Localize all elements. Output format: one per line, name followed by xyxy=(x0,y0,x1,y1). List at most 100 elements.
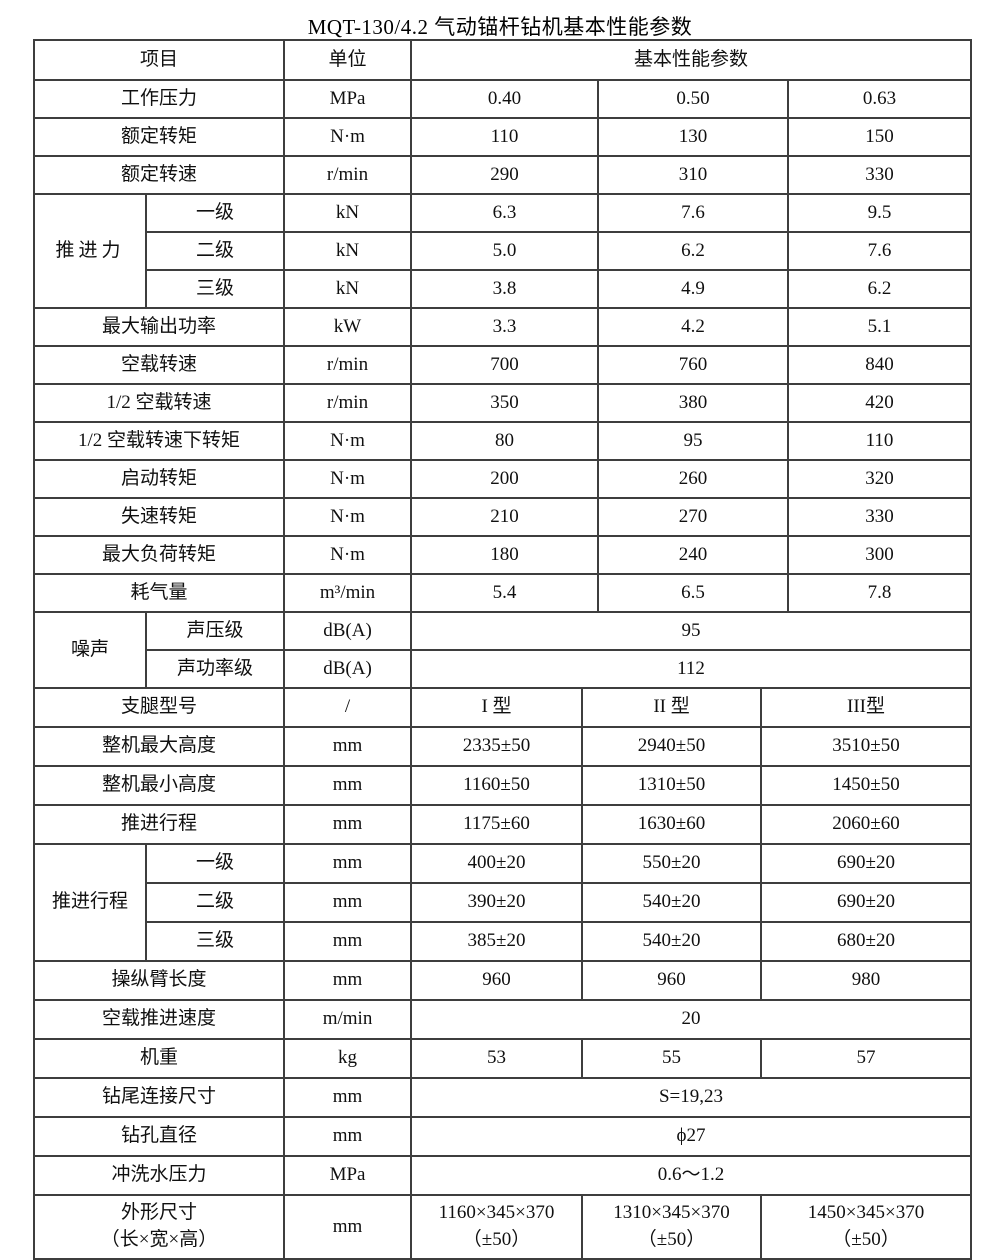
table-row: 工作压力 MPa 0.40 0.50 0.63 xyxy=(32,79,973,119)
value-cell: 310 xyxy=(597,155,790,195)
value-line2: （±50） xyxy=(637,1229,706,1250)
unit-text: dB(A) xyxy=(323,619,372,641)
unit-cell: m/min xyxy=(283,999,413,1040)
page-title: MQT-130/4.2 气动锚杆钻机基本性能参数 xyxy=(307,15,693,39)
sub-label: 声压级 xyxy=(144,611,286,651)
value-cell: 9.5 xyxy=(787,193,973,233)
value-cell: 110 xyxy=(410,117,600,157)
value-cell: 20 xyxy=(410,999,973,1040)
value-cell: 0.50 xyxy=(597,79,790,119)
row-label: 操纵臂长度 xyxy=(32,960,286,1001)
unit-cell: mm xyxy=(283,1194,413,1260)
value-cell: 1175±60 xyxy=(410,804,584,845)
table-row: 启动转矩 N·m 200 260 320 xyxy=(32,459,973,499)
value-cell: 1450×345×370 （±50） xyxy=(760,1194,973,1260)
row-label: 整机最大高度 xyxy=(32,726,286,767)
header-unit: 单位 xyxy=(283,39,413,81)
value-cell: 540±20 xyxy=(581,921,763,962)
row-label: 支腿型号 xyxy=(32,687,286,728)
value-cell: 7.8 xyxy=(787,573,973,613)
group-label: 噪声 xyxy=(33,611,147,689)
unit-cell: N·m xyxy=(283,421,413,461)
table-row: 1/2 空载转速下转矩 N·m 80 95 110 xyxy=(32,421,973,461)
value-cell: 330 xyxy=(787,155,973,195)
table-row: 整机最小高度 mm 1160±50 1310±50 1450±50 xyxy=(32,765,973,806)
group-label: 推进力 xyxy=(33,193,147,309)
value-cell: 112 xyxy=(410,649,973,689)
value-line1: 1450×345×370 xyxy=(807,1202,925,1224)
row-label: 空载转速 xyxy=(32,345,286,385)
header-params: 基本性能参数 xyxy=(410,39,973,81)
row-label: 1/2 空载转速下转矩 xyxy=(32,421,286,461)
value-cell: 300 xyxy=(787,535,973,575)
value-cell: 80 xyxy=(410,421,600,461)
value-cell: 400±20 xyxy=(410,843,584,884)
table-row: 空载转速 r/min 700 760 840 xyxy=(32,345,973,385)
value-cell: 7.6 xyxy=(787,231,973,271)
value-cell: 110 xyxy=(787,421,973,461)
table-row: 空载推进速度 m/min 20 xyxy=(32,999,973,1040)
unit-cell: N·m xyxy=(283,497,413,537)
unit-cell: dB(A) xyxy=(283,611,413,651)
unit-cell: mm xyxy=(283,882,413,923)
table-row: 冲洗水压力 MPa 0.6～1.2 xyxy=(32,1155,973,1196)
row-label: 钻尾连接尺寸 xyxy=(32,1077,286,1118)
sub-label: 二级 xyxy=(144,231,286,271)
table-row: 三级 kN 3.8 4.9 6.2 xyxy=(34,269,973,309)
sub-label: 三级 xyxy=(144,921,286,962)
table-row: 最大负荷转矩 N·m 180 240 300 xyxy=(32,535,973,575)
value-cell: 4.9 xyxy=(597,269,790,309)
value-cell: 3.3 xyxy=(410,307,600,347)
value-cell: 385±20 xyxy=(410,921,584,962)
unit-cell: kg xyxy=(283,1038,413,1079)
row-label: 最大输出功率 xyxy=(32,307,286,347)
row-label: 整机最小高度 xyxy=(32,765,286,806)
table-row: 二级 mm 390±20 540±20 690±20 xyxy=(34,882,973,923)
unit-cell: kN xyxy=(283,193,413,233)
value-cell: 130 xyxy=(597,117,790,157)
value-cell: 270 xyxy=(597,497,790,537)
table-row: 操纵臂长度 mm 960 960 980 xyxy=(32,960,973,1001)
table-row: 推进行程 mm 1175±60 1630±60 2060±60 xyxy=(32,804,973,845)
value-cell: 5.4 xyxy=(410,573,600,613)
value-line1: 1310×345×370 xyxy=(613,1202,730,1224)
unit-cell: kN xyxy=(283,269,413,309)
table-row: 二级 kN 5.0 6.2 7.6 xyxy=(34,231,973,271)
value-cell: S=19,23 xyxy=(410,1077,973,1118)
row-label-line1: 外形尺寸 xyxy=(121,1202,198,1224)
table-row: 整机最大高度 mm 2335±50 2940±50 3510±50 xyxy=(32,726,973,767)
header-item: 项目 xyxy=(32,39,286,81)
unit-cell: MPa xyxy=(283,1155,413,1196)
value-cell: 1450±50 xyxy=(760,765,973,806)
value-cell: 290 xyxy=(410,155,600,195)
value-cell: 1160×345×370 （±50） xyxy=(410,1194,584,1260)
value-cell: 2335±50 xyxy=(410,726,584,767)
unit-cell: mm xyxy=(283,1116,413,1157)
value-cell: 550±20 xyxy=(581,843,763,884)
table-row: 声功率级 dB(A) 112 xyxy=(34,649,973,689)
unit-cell: r/min xyxy=(283,383,413,423)
value-cell: 95 xyxy=(597,421,790,461)
value-cell: 420 xyxy=(787,383,973,423)
row-label: 失速转矩 xyxy=(32,497,286,537)
value-cell: 53 xyxy=(410,1038,584,1079)
value-cell: 1160±50 xyxy=(410,765,584,806)
value-cell: 840 xyxy=(787,345,973,385)
row-label: 机重 xyxy=(32,1038,286,1079)
value-cell: 55 xyxy=(581,1038,763,1079)
value-cell: 6.2 xyxy=(597,231,790,271)
sub-label: 一级 xyxy=(144,843,286,884)
unit-cell: mm xyxy=(283,843,413,884)
value-cell: 4.2 xyxy=(597,307,790,347)
table-row: 额定转矩 N·m 110 130 150 xyxy=(32,117,973,157)
value-cell: II 型 xyxy=(581,687,763,728)
table-row: 钻孔直径 mm ϕ27 xyxy=(32,1116,973,1157)
unit-cell: dB(A) xyxy=(283,649,413,689)
value-cell: 5.1 xyxy=(787,307,973,347)
value-cell: 680±20 xyxy=(760,921,973,962)
value-cell: 3510±50 xyxy=(760,726,973,767)
sub-label: 二级 xyxy=(144,882,286,923)
value-cell: 0.40 xyxy=(410,79,600,119)
table-row: 额定转速 r/min 290 310 330 xyxy=(32,155,973,195)
value-cell: 6.5 xyxy=(597,573,790,613)
